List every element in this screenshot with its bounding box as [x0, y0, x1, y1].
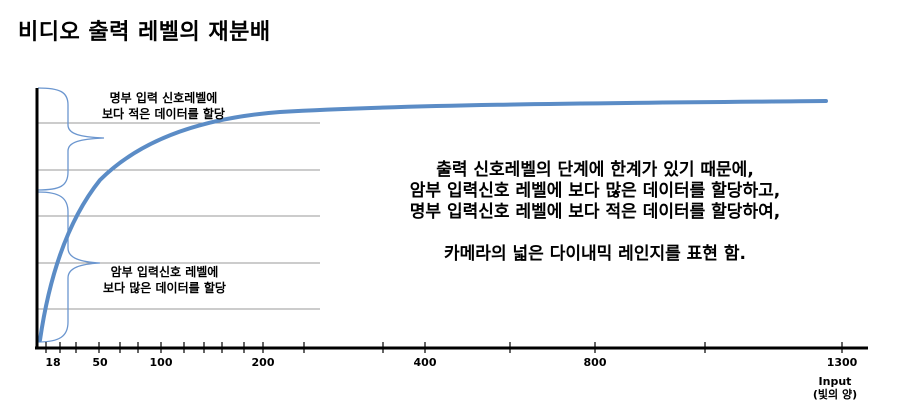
- x-tick-label: 800: [583, 356, 607, 369]
- x-tick-label: 50: [92, 356, 108, 369]
- dark-region-label: 암부 입력신호 레벨에 보다 많은 데이터를 할당: [103, 264, 226, 296]
- x-tick-label: 18: [45, 356, 61, 369]
- x-axis-caption-line: (빛의 양): [812, 388, 858, 401]
- x-axis-ticks: [45, 342, 843, 353]
- bright-region-label: 명부 입력 신호레벨에 보다 적은 데이터를 할당: [102, 90, 225, 122]
- dark-region-label-line: 보다 많은 데이터를 할당: [103, 281, 226, 295]
- explanation-line: 명부 입력신호 레벨에 보다 적은 데이터를 할당하여,: [409, 202, 781, 222]
- x-tick-label: 400: [413, 356, 437, 369]
- x-tick-label: 100: [149, 356, 173, 369]
- explanation-line: 출력 신호레벨의 단계에 한계가 있기 때문에,: [436, 160, 754, 180]
- explanation-text: 출력 신호레벨의 단계에 한계가 있기 때문에, 암부 입력신호 레벨에 보다 …: [345, 160, 845, 265]
- x-tick-label: 1300: [826, 356, 858, 369]
- top-brace: [37, 87, 105, 191]
- x-tick-label: 200: [251, 356, 275, 369]
- bright-region-label-line: 보다 적은 데이터를 할당: [102, 107, 225, 121]
- dark-region-label-line: 암부 입력신호 레벨에: [110, 265, 219, 279]
- x-axis-caption-line: Input: [818, 375, 852, 388]
- explanation-line: 카메라의 넓은 다이내믹 레인지를 표현 함.: [444, 244, 746, 264]
- response-curve: [38, 99, 828, 342]
- bright-region-label-line: 명부 입력 신호레벨에: [109, 91, 218, 105]
- explanation-line: 암부 입력신호 레벨에 보다 많은 데이터를 할당하고,: [409, 181, 781, 201]
- grid-lines: [38, 122, 320, 310]
- bottom-brace: [37, 191, 101, 343]
- x-axis-caption: Input (빛의 양): [800, 375, 870, 401]
- diagram-title: 비디오 출력 레벨의 재분배: [18, 20, 271, 45]
